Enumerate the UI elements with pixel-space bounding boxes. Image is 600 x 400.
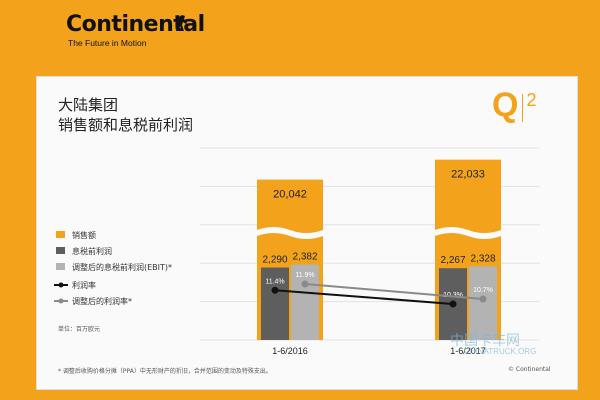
quarter-separator (522, 94, 524, 122)
margin-line (274, 289, 454, 305)
category-label: 1-6/2016 (272, 346, 308, 356)
adjusted-ebit-value-label: 2,328 (470, 253, 495, 264)
ebit-value-label: 2,290 (262, 254, 287, 265)
sales-value-label: 22,033 (451, 169, 485, 181)
quarter-number: 2 (526, 90, 537, 110)
legend-swatch (56, 247, 65, 254)
axis-break-mark (257, 227, 323, 239)
adjusted-margin-value-label: 11.9% (295, 272, 314, 279)
adjusted-margin-value-label: 10.7% (473, 287, 493, 294)
adjusted-ebit-value-label: 2,382 (292, 252, 317, 263)
legend-label: 利润率 (72, 280, 96, 290)
legend-swatch (56, 231, 65, 238)
adjusted-margin-point (301, 280, 309, 288)
legend-label: 调整后的息税前利润(EBIT)* (72, 262, 172, 272)
legend-swatch (56, 263, 65, 270)
legend-swatch-point (58, 282, 64, 288)
quarter-q: Q (492, 86, 519, 124)
legend-label: 销售额 (72, 230, 96, 240)
watermark-en: CHINATRUCK.ORG (464, 347, 537, 356)
unit-note: 单位：百万欧元 (58, 326, 101, 333)
brand-tagline: The Future in Motion (68, 38, 147, 48)
ebit-bar (261, 267, 289, 340)
footnote: * 调整后收购价格分摊（PPA）中无形财产的折旧，合并范围的变动及特殊支出。 (58, 368, 272, 375)
margin-point (271, 286, 279, 294)
legend-swatch-point (58, 298, 64, 304)
margin-value-label: 11.4% (265, 278, 284, 285)
ebit-value-label: 2,267 (440, 255, 465, 266)
adjusted-margin-point (479, 295, 487, 303)
adjusted-margin-line (304, 283, 484, 300)
slide-subtitle: 销售额和息税前利润 (58, 116, 194, 134)
adjusted-ebit-bar (291, 264, 319, 340)
slide-title: 大陆集团 (58, 96, 119, 114)
adjusted-ebit-bar (469, 266, 497, 340)
axis-break-mark (435, 227, 501, 239)
legend-label: 调整后的利润率* (72, 296, 132, 306)
legend-label: 息税前利润 (72, 246, 112, 256)
horse-logo-icon (176, 15, 187, 31)
logo-box (62, 10, 187, 56)
margin-point (449, 300, 457, 308)
sales-value-label: 20,042 (273, 189, 307, 201)
category-label: 1-6/2017 (450, 346, 486, 356)
copyright: © Continental (508, 366, 551, 373)
watermark-cn: 中国卡车网 (450, 333, 520, 349)
